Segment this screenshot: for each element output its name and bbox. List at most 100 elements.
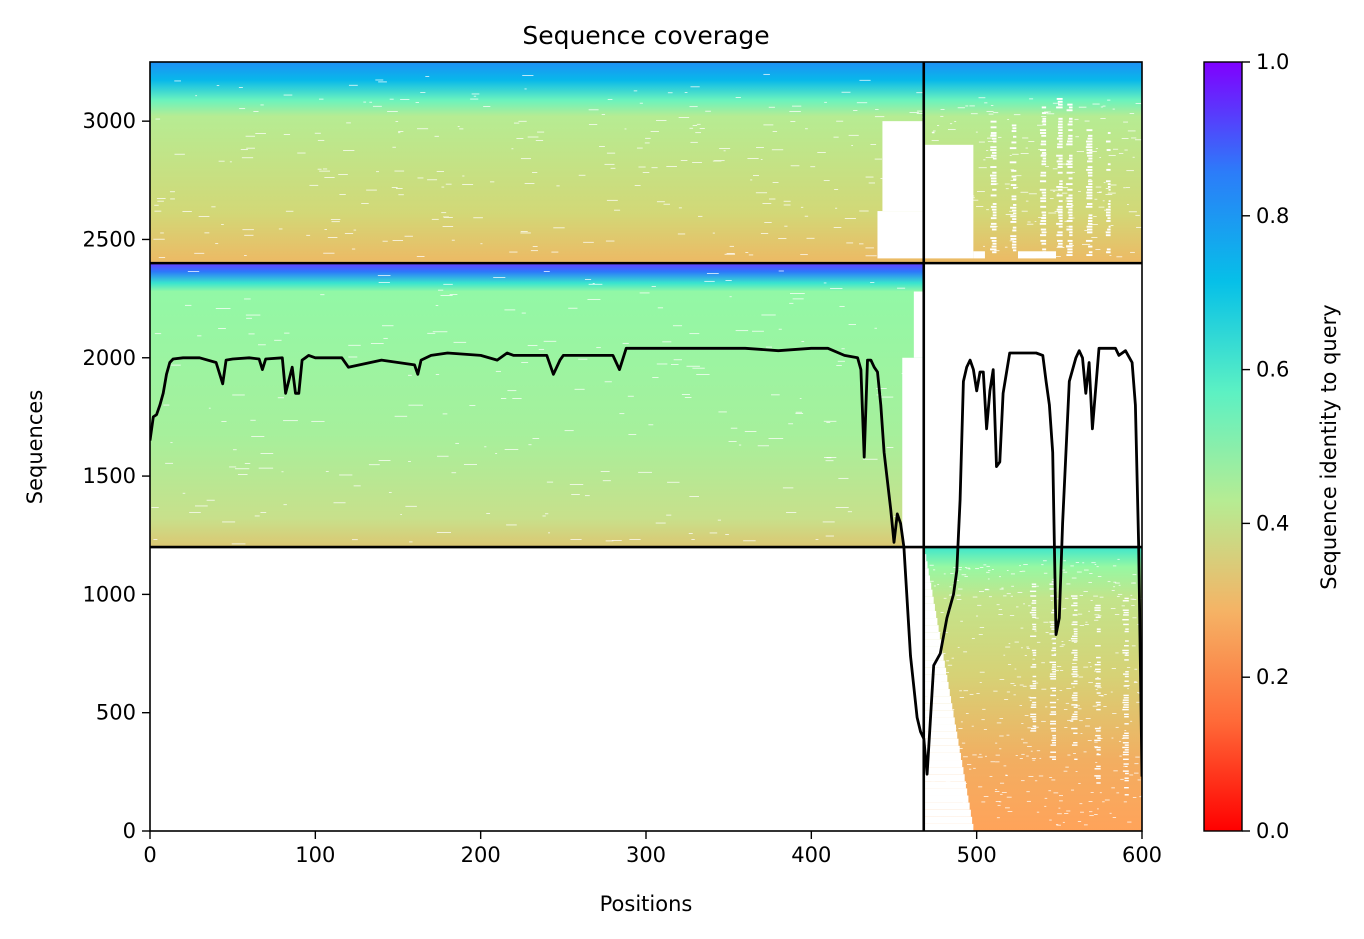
coverage-gap: [232, 394, 245, 396]
coverage-gap: [274, 339, 282, 341]
coverage-gap: [839, 306, 845, 307]
coverage-gap: [1094, 619, 1099, 621]
coverage-gap: [650, 131, 659, 132]
coverage-gap: [1041, 112, 1047, 115]
coverage-gap: [218, 328, 226, 329]
coverage-gap: [1032, 654, 1037, 656]
coverage-gap: [1005, 188, 1009, 190]
coverage-gaps: [151, 73, 1142, 831]
coverage-gap: [1019, 565, 1021, 567]
coverage-gap: [1102, 105, 1106, 107]
coverage-gap: [689, 127, 694, 129]
coverage-gap: [1132, 156, 1135, 158]
coverage-gap: [957, 107, 965, 109]
coverage-gap: [375, 79, 384, 81]
colorbar-tick-label: 0.2: [1256, 665, 1289, 689]
coverage-gap: [948, 158, 955, 160]
coverage-gap: [848, 324, 856, 325]
colorbar-tick-label: 0.0: [1256, 819, 1289, 843]
coverage-gap: [1107, 99, 1111, 101]
coverage-gap: [925, 629, 931, 631]
coverage-gap: [1100, 118, 1106, 119]
coverage-gap: [1095, 689, 1098, 691]
coverage-gap: [993, 112, 999, 114]
coverage-gap: [1071, 205, 1074, 206]
coverage-gap: [170, 198, 175, 200]
coverage-gap: [992, 251, 997, 254]
coverage-gap: [204, 232, 210, 234]
coverage-gap: [1005, 214, 1014, 215]
coverage-gap: [1044, 111, 1051, 113]
coverage-gap: [874, 158, 882, 160]
coverage-gap: [1068, 129, 1073, 132]
coverage-gap: [879, 396, 894, 398]
coverage-gap: [1117, 593, 1123, 595]
coverage-gap: [532, 172, 538, 173]
coverage-gap: [949, 172, 954, 174]
coverage-gap: [1136, 226, 1142, 228]
coverage-gap: [848, 134, 859, 136]
coverage-gap: [1067, 123, 1073, 126]
coverage-gap: [1099, 157, 1102, 158]
coverage-gap: [344, 233, 354, 234]
coverage-gap: [542, 515, 546, 517]
coverage-gap: [1108, 155, 1116, 156]
coverage-gap: [950, 187, 957, 188]
coverage-gap: [1052, 689, 1057, 692]
coverage-gap: [1057, 239, 1063, 242]
coverage-gap: [923, 802, 970, 810]
coverage-gap: [1084, 120, 1090, 122]
coverage-gap: [846, 242, 854, 244]
coverage-gap: [1135, 103, 1142, 104]
coverage-gap: [657, 307, 664, 309]
coverage-gap: [1013, 694, 1016, 696]
coverage-gap: [1038, 775, 1044, 777]
coverage-gap: [1087, 166, 1093, 169]
coverage-gap: [983, 245, 985, 247]
coverage-gap: [1123, 751, 1129, 753]
plot-area: [150, 62, 1142, 831]
coverage-gap: [1066, 810, 1071, 812]
coverage-gap: [990, 194, 997, 197]
coverage-gap: [1009, 615, 1015, 616]
coverage-gap: [1048, 212, 1057, 214]
coverage-gap: [969, 195, 975, 197]
coverage-gap: [1095, 616, 1101, 619]
coverage-gap: [1130, 598, 1135, 600]
coverage-gap: [800, 206, 804, 208]
coverage-gap: [1113, 586, 1116, 588]
coverage-gap: [1012, 240, 1017, 243]
coverage-gap: [1004, 183, 1010, 185]
coverage-gap: [1087, 222, 1093, 225]
coverage-gap: [804, 215, 809, 217]
coverage-gap: [1096, 782, 1101, 784]
coverage-gap: [1057, 143, 1063, 146]
coverage-gap: [1107, 163, 1111, 166]
coverage-gap: [920, 369, 924, 371]
coverage-gap: [1122, 742, 1129, 744]
coverage-gap: [435, 374, 440, 375]
coverage-gap: [851, 145, 854, 146]
coverage-gap: [768, 438, 784, 439]
coverage-gap: [1124, 777, 1129, 779]
coverage-gap: [990, 149, 997, 151]
coverage-gap: [756, 147, 764, 148]
coverage-gap: [1021, 780, 1025, 782]
coverage-gap: [902, 171, 912, 173]
coverage-gap: [923, 760, 963, 768]
coverage-gap: [1056, 194, 1063, 197]
coverage-gap: [1011, 243, 1017, 246]
coverage-gap: [923, 653, 944, 661]
coverage-gap: [436, 171, 445, 172]
coverage-gap: [1059, 645, 1064, 647]
coverage-gap: [1028, 696, 1031, 698]
coverage-gap: [909, 112, 919, 113]
coverage-gap: [1061, 192, 1068, 194]
coverage-gap: [1096, 661, 1101, 664]
coverage-gap: [1056, 154, 1063, 157]
coverage-gap: [1041, 211, 1047, 214]
coverage-gap: [772, 182, 779, 183]
coverage-gap: [1054, 211, 1063, 212]
coverage-gap: [934, 160, 940, 162]
coverage-gap: [991, 228, 997, 231]
